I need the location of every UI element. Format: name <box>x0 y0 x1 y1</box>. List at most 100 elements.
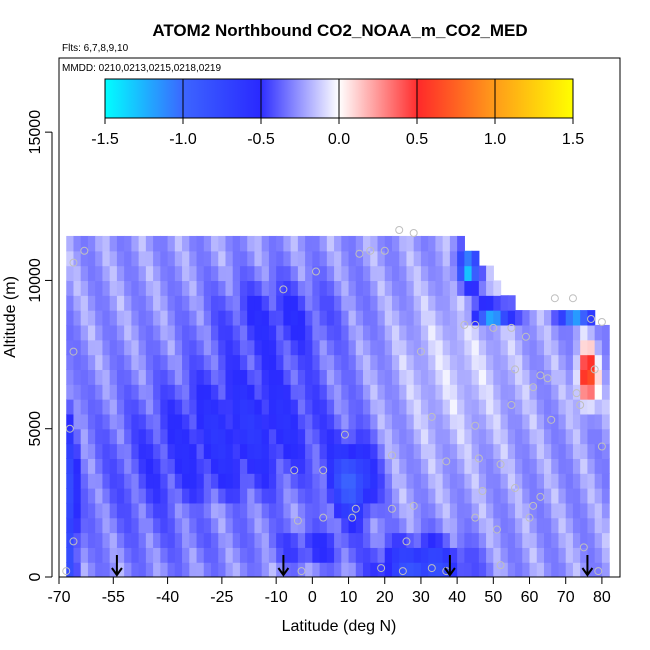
heatmap-cell <box>196 295 205 311</box>
heatmap-cell <box>87 324 96 341</box>
heatmap-cell <box>399 562 408 577</box>
sample-point <box>492 525 501 534</box>
heatmap-cell <box>218 443 227 459</box>
heatmap-cell <box>305 517 313 534</box>
heatmap-cell <box>464 488 473 504</box>
flight-sample-points <box>62 226 606 576</box>
heatmap-cell <box>370 384 379 400</box>
heatmap-cell <box>464 310 473 326</box>
colorbar-tick-label: 1.0 <box>484 131 506 148</box>
heatmap-cell <box>138 547 147 563</box>
heatmap-cell <box>348 547 357 563</box>
heatmap-cell <box>370 354 379 370</box>
heatmap-cell <box>486 369 494 385</box>
heatmap-cell <box>305 354 313 370</box>
heatmap-cell <box>312 369 321 385</box>
heatmap-cell <box>594 324 603 341</box>
heatmap-cell <box>457 502 465 519</box>
heatmap-cell <box>558 413 567 430</box>
heatmap-cell <box>174 532 183 548</box>
heatmap-cell <box>348 458 357 474</box>
heatmap-cell <box>341 473 350 489</box>
heatmap-cell <box>493 547 502 563</box>
heatmap-cell <box>305 399 313 415</box>
heatmap-cell <box>160 235 169 252</box>
heatmap-cell <box>189 399 198 415</box>
sample-point <box>587 314 596 323</box>
heatmap-cell <box>109 458 118 474</box>
heatmap-cell <box>471 458 480 474</box>
heatmap-cell <box>529 443 538 459</box>
heatmap-cell <box>384 384 393 400</box>
heatmap-cell <box>551 413 560 430</box>
heatmap-cell <box>66 488 75 504</box>
heatmap-cell <box>268 532 277 548</box>
heatmap-cell <box>558 384 567 400</box>
heatmap-cell <box>435 517 444 534</box>
heatmap-cell <box>297 369 306 385</box>
heatmap-cell <box>102 399 111 415</box>
heatmap-cell <box>428 473 437 489</box>
heatmap-cell <box>167 488 176 504</box>
heatmap-cell <box>587 369 596 385</box>
heatmap-cell <box>399 502 408 519</box>
heatmap-cell <box>428 488 437 504</box>
heatmap-cell <box>370 280 379 296</box>
heatmap-cell <box>232 265 241 282</box>
heatmap-cell <box>536 324 545 341</box>
heatmap-cell <box>80 295 89 311</box>
heatmap-cell <box>153 235 161 252</box>
heatmap-cell <box>442 502 451 519</box>
heatmap-cell <box>160 532 169 548</box>
heatmap-cell <box>145 473 154 489</box>
heatmap-cell <box>254 488 263 504</box>
heatmap-cell <box>580 310 589 326</box>
heatmap-cell <box>80 532 89 548</box>
heatmap-cell <box>326 295 335 311</box>
heatmap-cell <box>601 547 610 563</box>
heatmap-cell <box>572 310 581 326</box>
heatmap-cell <box>594 502 603 519</box>
heatmap-cell <box>283 250 292 267</box>
heatmap-cell <box>261 413 270 430</box>
heatmap-cell <box>363 517 371 534</box>
heatmap-cell <box>464 413 473 430</box>
heatmap-cell <box>565 458 574 474</box>
heatmap-cell <box>522 473 531 489</box>
heatmap-cell <box>515 458 523 474</box>
heatmap-cell <box>493 324 502 341</box>
sample-point <box>471 320 480 329</box>
heatmap-cell <box>167 562 176 577</box>
heatmap-cell <box>341 562 350 577</box>
heatmap-cell <box>66 235 75 252</box>
heatmap-cell <box>218 295 227 311</box>
heatmap-cell <box>377 250 386 267</box>
heatmap-cell <box>297 413 306 430</box>
heatmap-cell <box>153 339 161 356</box>
heatmap-cell <box>428 517 437 534</box>
heatmap-cell <box>153 399 161 415</box>
heatmap-cell <box>87 488 96 504</box>
heatmap-cell <box>515 369 523 385</box>
heatmap-cell <box>290 547 299 563</box>
heatmap-cell <box>160 517 169 534</box>
heatmap-cell <box>507 428 516 445</box>
heatmap-cell <box>442 458 451 474</box>
heatmap-cell <box>500 413 509 430</box>
heatmap-cell <box>428 250 437 267</box>
heatmap-cell <box>225 250 234 267</box>
heatmap-cell <box>406 547 415 563</box>
heatmap-cell <box>536 473 545 489</box>
heatmap-cell <box>326 517 335 534</box>
heatmap-cell <box>225 399 234 415</box>
heatmap-cell <box>334 458 342 474</box>
heatmap-cell <box>341 280 350 296</box>
heatmap-cell <box>160 280 169 296</box>
heatmap-cell <box>529 532 538 548</box>
heatmap-cell <box>442 532 451 548</box>
heatmap-cell <box>355 547 364 563</box>
heatmap-cell <box>500 354 509 370</box>
heatmap-cell <box>565 384 574 400</box>
heatmap-cell <box>203 517 212 534</box>
sample-point <box>521 332 530 341</box>
